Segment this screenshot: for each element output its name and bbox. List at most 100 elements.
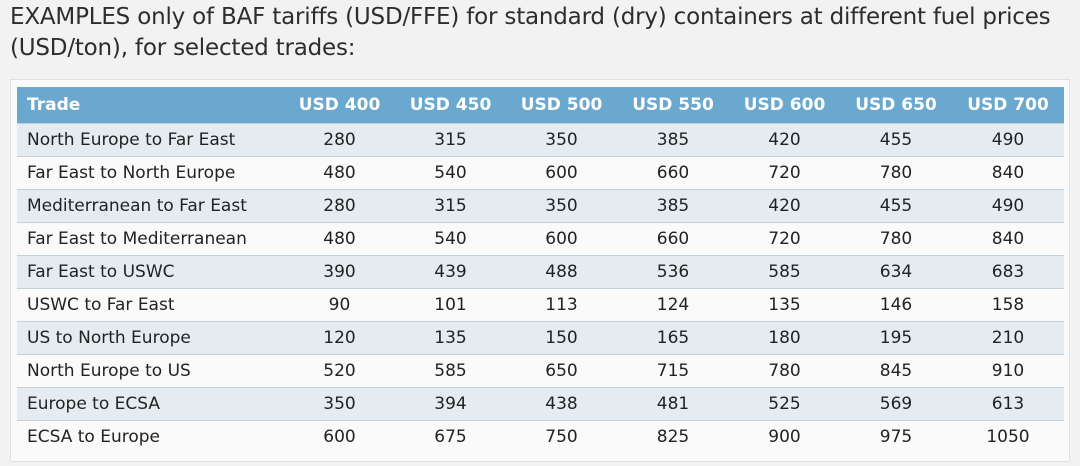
header-usd-400: USD 400 (284, 87, 395, 124)
trade-name-cell: Mediterranean to Far East (17, 189, 284, 223)
table-body: North Europe to Far East 280 315 350 385 420 4… (17, 123, 1064, 453)
header-row: Trade USD 400 USD 450 USD 500 USD 550 US… (17, 87, 1064, 124)
tariff-value-cell: 350 (284, 387, 395, 421)
tariff-value-cell: 165 (617, 321, 729, 355)
tariff-value-cell: 280 (284, 189, 395, 223)
tariff-value-cell: 150 (506, 321, 617, 355)
tariff-table-panel: Trade USD 400 USD 450 USD 500 USD 550 US… (10, 79, 1070, 462)
tariff-value-cell: 650 (506, 354, 617, 388)
tariff-value-cell: 385 (617, 123, 729, 157)
tariff-value-cell: 910 (952, 354, 1064, 388)
tariff-value-cell: 113 (506, 288, 617, 322)
tariff-value-cell: 438 (506, 387, 617, 421)
tariff-value-cell: 90 (284, 288, 395, 322)
header-usd-550: USD 550 (617, 87, 729, 124)
table-row: Mediterranean to Far East 280 315 350 385 420… (17, 189, 1064, 223)
tariff-value-cell: 675 (395, 420, 506, 453)
trade-name-cell: Far East to USWC (17, 255, 284, 289)
table-header: Trade USD 400 USD 450 USD 500 USD 550 US… (17, 87, 1064, 124)
tariff-value-cell: 536 (617, 255, 729, 289)
tariff-value-cell: 780 (840, 156, 952, 190)
tariff-value-cell: 840 (952, 156, 1064, 190)
trade-name-cell: Far East to North Europe (17, 156, 284, 190)
tariff-value-cell: 520 (284, 354, 395, 388)
tariff-value-cell: 455 (840, 189, 952, 223)
tariff-value-cell: 600 (284, 420, 395, 453)
header-usd-450: USD 450 (395, 87, 506, 124)
tariff-value-cell: 315 (395, 189, 506, 223)
table-row: North Europe to US 520 585 650 715 780 845 910 (17, 354, 1064, 388)
trade-name-cell: ECSA to Europe (17, 420, 284, 453)
tariff-value-cell: 660 (617, 222, 729, 256)
tariff-value-cell: 210 (952, 321, 1064, 355)
tariff-value-cell: 780 (729, 354, 840, 388)
table-row: North Europe to Far East 280 315 350 385 420 4… (17, 123, 1064, 157)
tariff-value-cell: 420 (729, 189, 840, 223)
tariff-value-cell: 840 (952, 222, 1064, 256)
tariff-value-cell: 720 (729, 222, 840, 256)
tariff-value-cell: 780 (840, 222, 952, 256)
tariff-value-cell: 480 (284, 222, 395, 256)
tariff-value-cell: 660 (617, 156, 729, 190)
tariff-value-cell: 634 (840, 255, 952, 289)
tariff-value-cell: 683 (952, 255, 1064, 289)
tariff-value-cell: 585 (729, 255, 840, 289)
tariff-value-cell: 540 (395, 156, 506, 190)
tariff-value-cell: 439 (395, 255, 506, 289)
tariff-value-cell: 350 (506, 189, 617, 223)
tariff-value-cell: 585 (395, 354, 506, 388)
tariff-value-cell: 600 (506, 222, 617, 256)
tariff-value-cell: 195 (840, 321, 952, 355)
tariff-value-cell: 390 (284, 255, 395, 289)
table-row: Far East to North Europe 480 540 600 660 720 7… (17, 156, 1064, 190)
tariff-value-cell: 613 (952, 387, 1064, 421)
tariff-value-cell: 135 (395, 321, 506, 355)
tariff-value-cell: 825 (617, 420, 729, 453)
tariff-value-cell: 490 (952, 123, 1064, 157)
tariff-value-cell: 394 (395, 387, 506, 421)
tariff-value-cell: 120 (284, 321, 395, 355)
table-row: Far East to Mediterranean 480 540 600 660 720… (17, 222, 1064, 256)
tariff-value-cell: 124 (617, 288, 729, 322)
tariff-value-cell: 975 (840, 420, 952, 453)
tariff-value-cell: 146 (840, 288, 952, 322)
trade-name-cell: US to North Europe (17, 321, 284, 355)
tariff-value-cell: 455 (840, 123, 952, 157)
tariff-value-cell: 750 (506, 420, 617, 453)
header-usd-500: USD 500 (506, 87, 617, 124)
tariff-value-cell: 715 (617, 354, 729, 388)
trade-name-cell: USWC to Far East (17, 288, 284, 322)
tariff-value-cell: 280 (284, 123, 395, 157)
header-trade: Trade (17, 87, 284, 124)
tariff-value-cell: 315 (395, 123, 506, 157)
header-usd-600: USD 600 (729, 87, 840, 124)
tariff-value-cell: 101 (395, 288, 506, 322)
tariff-value-cell: 540 (395, 222, 506, 256)
table-row: US to North Europe 120 135 150 165 180 195 210 (17, 321, 1064, 355)
tariff-value-cell: 135 (729, 288, 840, 322)
baf-tariff-table: Trade USD 400 USD 450 USD 500 USD 550 US… (17, 87, 1064, 453)
tariff-value-cell: 158 (952, 288, 1064, 322)
tariff-value-cell: 385 (617, 189, 729, 223)
header-usd-700: USD 700 (952, 87, 1064, 124)
tariff-value-cell: 1050 (952, 420, 1064, 453)
tariff-value-cell: 481 (617, 387, 729, 421)
tariff-value-cell: 480 (284, 156, 395, 190)
table-caption: EXAMPLES only of BAF tariffs (USD/FFE) f… (10, 4, 1051, 61)
trade-name-cell: North Europe to Far East (17, 123, 284, 157)
tariff-value-cell: 900 (729, 420, 840, 453)
trade-name-cell: North Europe to US (17, 354, 284, 388)
tariff-value-cell: 420 (729, 123, 840, 157)
table-row: Far East to USWC 390 439 488 536 585 634 683 (17, 255, 1064, 289)
table-row: USWC to Far East 90 101 113 124 135 146 158 (17, 288, 1064, 322)
trade-name-cell: Far East to Mediterranean (17, 222, 284, 256)
header-usd-650: USD 650 (840, 87, 952, 124)
tariff-value-cell: 488 (506, 255, 617, 289)
tariff-value-cell: 490 (952, 189, 1064, 223)
table-row: Europe to ECSA 350 394 438 481 525 569 613 (17, 387, 1064, 421)
table-row: ECSA to Europe 600 675 750 825 900 975 1050 (17, 420, 1064, 453)
trade-name-cell: Europe to ECSA (17, 387, 284, 421)
tariff-value-cell: 845 (840, 354, 952, 388)
tariff-value-cell: 569 (840, 387, 952, 421)
tariff-value-cell: 350 (506, 123, 617, 157)
